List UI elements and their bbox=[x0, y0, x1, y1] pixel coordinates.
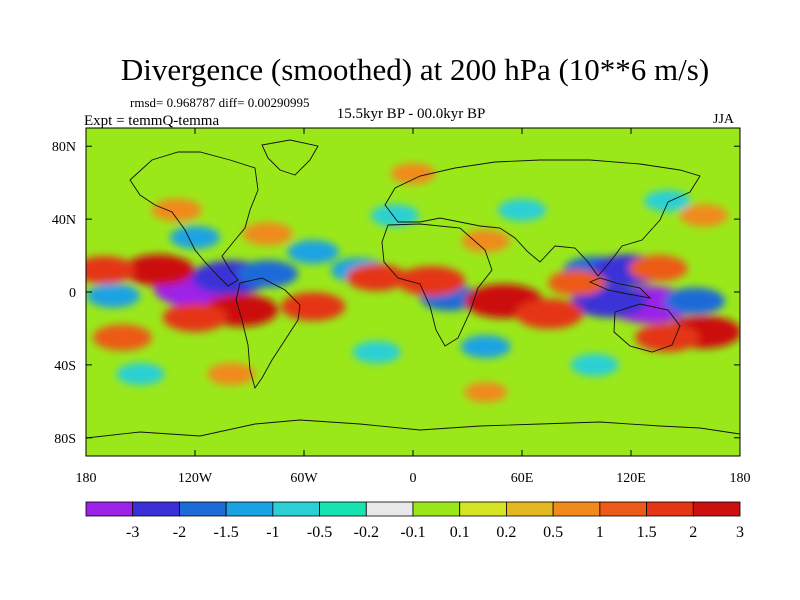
colorbar: -3 -2 -1.5 -1 -0.5 -0.2 -0.1 0.1 0.2 0.5 1 1.5 2 3 bbox=[85, 501, 744, 541]
y-tick-label-1: 40N bbox=[52, 213, 76, 228]
anomaly-positive-29 bbox=[547, 269, 606, 296]
coastlines bbox=[86, 139, 740, 439]
coastline-greenland bbox=[261, 139, 319, 176]
anomaly-negative-15 bbox=[644, 190, 691, 212]
anomaly-positive-20 bbox=[122, 254, 195, 286]
anomaly-positive-26 bbox=[397, 266, 466, 297]
colorbar-swatch-6 bbox=[365, 501, 414, 517]
coastline-australia bbox=[613, 303, 681, 353]
colorbar-label-3: -1 bbox=[266, 524, 279, 541]
colorbar-label-13: 3 bbox=[736, 524, 744, 541]
x-tick-label-4: 60E bbox=[511, 471, 534, 486]
coastline-north-america bbox=[129, 151, 259, 287]
colorbar-swatch-10 bbox=[552, 501, 601, 517]
coastline-africa bbox=[381, 223, 493, 347]
colorbar-swatch-3 bbox=[225, 501, 274, 517]
colorbar-swatch-7 bbox=[412, 501, 461, 517]
anomaly-positive-30 bbox=[628, 255, 688, 282]
colorbar-swatch-5 bbox=[319, 501, 367, 517]
y-tick-label-3: 40S bbox=[54, 359, 76, 374]
anomaly-negative-17 bbox=[460, 335, 511, 359]
anomaly-positive-28 bbox=[515, 298, 584, 329]
anomaly-positive-33 bbox=[92, 324, 152, 351]
anomaly-negative-18 bbox=[116, 362, 165, 386]
anomaly-positive-32 bbox=[635, 323, 700, 352]
colorbar-swatch-0 bbox=[85, 501, 134, 517]
anomaly-negative-14 bbox=[497, 198, 547, 222]
season-label: JJA bbox=[713, 112, 735, 127]
colorbar-label-9: 0.5 bbox=[543, 524, 563, 541]
anomaly-positive-36 bbox=[461, 229, 510, 253]
x-tick-label-6: 180 bbox=[730, 471, 751, 486]
anomaly-negative-13 bbox=[370, 204, 419, 227]
anomaly-negative-7 bbox=[664, 287, 725, 315]
colorbar-label-8: 0.2 bbox=[496, 524, 516, 541]
coastline-indonesia bbox=[588, 277, 652, 299]
colorbar-swatch-2 bbox=[179, 501, 227, 517]
anomaly-positive-24 bbox=[280, 292, 346, 321]
anomaly-negative-16 bbox=[352, 340, 401, 364]
x-tick-label-1: 120W bbox=[178, 471, 213, 486]
anomaly-negative-10 bbox=[287, 240, 339, 264]
anomaly-positive-37 bbox=[679, 204, 728, 227]
anomaly-positive-35 bbox=[242, 222, 293, 246]
y-tick-label-2: 0 bbox=[69, 286, 76, 301]
chart-title: Divergence (smoothed) at 200 hPa (10**6 … bbox=[120, 52, 710, 87]
anomaly-positive-23 bbox=[162, 303, 228, 332]
anomaly-positive-39 bbox=[207, 362, 256, 386]
axes: 180 120W 60W 0 60E 120E 180 80N 40N 0 40S 80S bbox=[52, 128, 751, 486]
colorbar-label-12: 2 bbox=[689, 524, 697, 541]
x-tick-label-5: 120E bbox=[616, 471, 646, 486]
anomaly-positive-34 bbox=[151, 198, 202, 222]
colorbar-swatch-1 bbox=[132, 501, 180, 517]
colorbar-swatch-8 bbox=[459, 501, 507, 517]
colorbar-label-7: 0.1 bbox=[450, 524, 470, 541]
colorbar-swatch-9 bbox=[506, 501, 554, 517]
colorbar-swatch-13 bbox=[692, 501, 741, 517]
anomaly-positive-21 bbox=[86, 256, 136, 285]
colorbar-label-1: -2 bbox=[173, 524, 186, 541]
coastline-antarctica bbox=[86, 419, 740, 439]
anomaly-positive-38 bbox=[390, 163, 436, 185]
colorbar-label-4: -0.5 bbox=[307, 524, 332, 541]
colorbar-label-2: -1.5 bbox=[213, 524, 238, 541]
anomaly-negative-19 bbox=[570, 353, 619, 377]
x-tick-label-3: 0 bbox=[410, 471, 417, 486]
coastline-eurasia bbox=[384, 159, 701, 277]
colorbar-label-10: 1 bbox=[596, 524, 604, 541]
colorbar-label-6: -0.1 bbox=[400, 524, 425, 541]
anomaly-negative-8 bbox=[86, 283, 141, 308]
colorbar-swatch-12 bbox=[646, 501, 694, 517]
anomaly-positive-40 bbox=[464, 382, 508, 403]
colorbar-swatch-11 bbox=[599, 501, 647, 517]
y-tick-label-4: 80S bbox=[54, 432, 76, 447]
anomaly-negative-2 bbox=[237, 260, 299, 288]
colorbar-label-11: 1.5 bbox=[637, 524, 657, 541]
anomaly-negative-9 bbox=[170, 225, 220, 249]
anomaly-field bbox=[86, 128, 740, 456]
coastline-south-america bbox=[235, 277, 301, 390]
x-tick-label-2: 60W bbox=[290, 471, 318, 486]
colorbar-swatch-4 bbox=[272, 501, 320, 517]
stats-text: rmsd= 0.968787 diff= 0.00290995 bbox=[130, 95, 310, 110]
chart-subtitle: 15.5kyr BP - 00.0kyr BP bbox=[336, 106, 486, 122]
colorbar-label-0: -3 bbox=[126, 524, 139, 541]
x-tick-label-0: 180 bbox=[76, 471, 97, 486]
experiment-label: Expt = temmQ-temma bbox=[84, 113, 220, 129]
y-tick-label-0: 80N bbox=[52, 140, 76, 155]
colorbar-label-5: -0.2 bbox=[354, 524, 379, 541]
